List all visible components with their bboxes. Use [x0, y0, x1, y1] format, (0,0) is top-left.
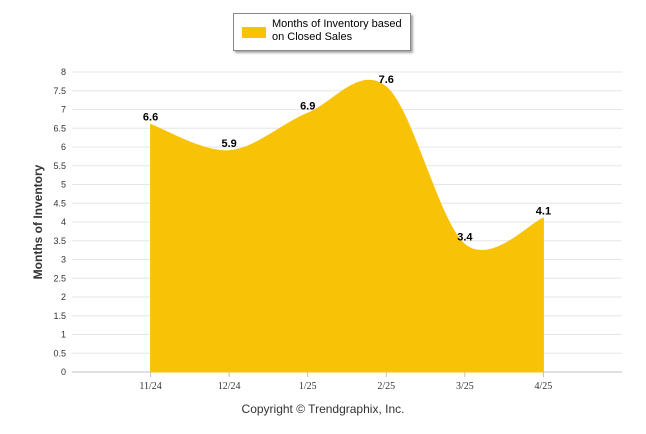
y-tick-label: 1.5	[53, 311, 66, 321]
y-tick-label: 0	[61, 367, 66, 377]
legend-label: Months of Inventory based on Closed Sale…	[272, 18, 408, 44]
y-tick-label: 2.5	[53, 273, 66, 283]
data-labels: 6.6 5.9 6.9 7.6 3.4 4.1	[143, 74, 551, 244]
copyright: Copyright © Trendgraphix, Inc.	[241, 402, 405, 416]
x-tick-label: 3/25	[456, 381, 474, 392]
y-tick-label: 6	[61, 142, 66, 152]
y-tick-label: 6.5	[53, 123, 66, 133]
series-area-path	[150, 79, 544, 373]
y-tick-label: 7	[61, 105, 66, 115]
legend-label-line1: Months of Inventory based	[272, 18, 402, 30]
y-tick-label: 5	[61, 180, 66, 190]
y-tick-label: 3	[61, 255, 66, 265]
y-tick-label: 8	[61, 67, 66, 77]
x-tick-label: 2/25	[377, 381, 395, 392]
y-axis-ticks: 0 0.5 1 1.5 2 2.5 3 3.5 4 4.5 5 5.5 6 6.5 7 7.5 8	[53, 67, 66, 377]
data-label: 4.1	[536, 205, 551, 217]
legend-swatch	[242, 27, 266, 38]
data-label: 5.9	[221, 138, 236, 150]
y-axis-title: Months of Inventory	[31, 164, 45, 279]
x-tick-label: 1/25	[299, 381, 317, 392]
x-tick-label: 11/24	[139, 381, 161, 392]
y-tick-label: 5.5	[53, 161, 66, 171]
y-tick-label: 7.5	[53, 86, 66, 96]
legend-label-line2: on Closed Sales	[272, 31, 353, 43]
x-tick-label: 12/24	[218, 381, 241, 392]
data-label: 6.6	[143, 112, 158, 124]
data-label: 3.4	[457, 232, 473, 244]
data-label: 6.9	[300, 100, 315, 112]
y-tick-label: 0.5	[53, 348, 66, 358]
y-tick-label: 4	[61, 217, 66, 227]
data-label: 7.6	[379, 74, 394, 86]
legend[interactable]: Months of Inventory based on Closed Sale…	[233, 13, 411, 51]
series-area	[150, 79, 544, 373]
y-tick-label: 1	[61, 330, 66, 340]
x-axis-ticks: 11/24 12/24 1/25 2/25 3/25 4/25	[139, 372, 552, 392]
x-tick-label: 4/25	[535, 381, 553, 392]
y-tick-label: 4.5	[53, 198, 66, 208]
y-tick-label: 3.5	[53, 236, 66, 246]
y-tick-label: 2	[61, 292, 66, 302]
